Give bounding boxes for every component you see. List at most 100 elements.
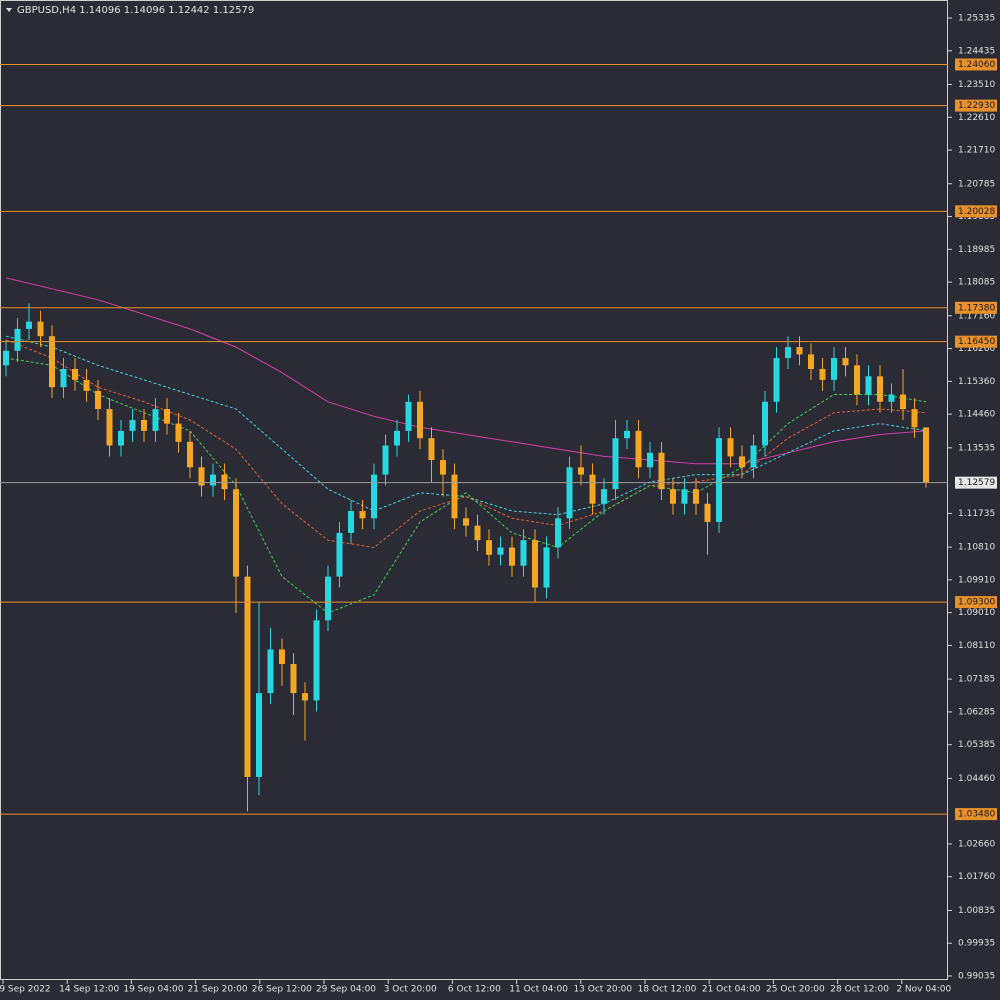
candle-body <box>256 693 262 777</box>
candle-body <box>693 489 699 504</box>
candle-body <box>532 540 538 588</box>
y-tick-label: 1.09010 <box>958 608 995 618</box>
candle-body <box>773 358 780 402</box>
candle-body <box>106 409 113 446</box>
y-tick-label: 1.24435 <box>958 46 995 56</box>
candle-body <box>888 394 895 402</box>
y-tick-label: 1.15360 <box>958 377 995 387</box>
candle-body <box>267 649 274 694</box>
candle-body <box>762 401 768 446</box>
y-tick-label: 1.13535 <box>958 443 995 453</box>
x-tick-label: 18 Oct 12:00 <box>638 985 697 995</box>
candle-body <box>141 419 147 431</box>
candle-body <box>658 452 665 490</box>
y-tick-label: 1.18985 <box>958 245 995 255</box>
x-tick-label: 19 Sep 04:00 <box>123 985 183 995</box>
level-label: 1.09300 <box>958 598 995 608</box>
level-label: 1.17380 <box>958 303 995 313</box>
x-tick-label: 28 Oct 12:00 <box>830 985 889 995</box>
x-tick-label: 14 Sep 12:00 <box>59 985 119 995</box>
y-tick-label: 0.99935 <box>958 939 995 949</box>
indicator-line <box>5 357 927 614</box>
y-tick-label: 1.23510 <box>958 80 995 90</box>
level-tag <box>955 301 997 314</box>
level-tag <box>955 58 997 71</box>
candle-body <box>14 328 21 351</box>
candle-body <box>647 452 653 468</box>
level-label: 1.03480 <box>958 810 995 820</box>
candle-body <box>187 441 193 468</box>
y-tick-label: 1.11735 <box>958 509 995 519</box>
candle-body <box>405 401 412 431</box>
candle-body <box>624 430 630 439</box>
candle-body <box>520 540 527 566</box>
candle-body <box>60 368 67 388</box>
plot-area <box>0 0 948 980</box>
y-tick-label: 1.25335 <box>958 14 995 24</box>
level-tag <box>955 335 997 348</box>
x-tick-label: 3 Oct 20:00 <box>384 985 437 995</box>
candle-body <box>785 347 791 359</box>
y-tick-label: 1.01760 <box>958 872 995 882</box>
candle-body <box>37 321 44 337</box>
candle-body <box>233 489 239 577</box>
y-tick-label: 1.04460 <box>958 774 995 784</box>
candle-body <box>152 409 159 431</box>
level-tag <box>955 205 997 218</box>
candle-body <box>819 368 826 380</box>
level-tag <box>955 808 997 821</box>
candle-body <box>325 576 331 621</box>
y-tick-label: 1.22610 <box>958 113 995 123</box>
candle-body <box>359 511 366 519</box>
candle-body <box>808 354 814 369</box>
level-label: 1.20028 <box>958 207 995 217</box>
y-tick-label: 1.21710 <box>958 146 995 156</box>
level-label: 1.24060 <box>958 60 995 70</box>
candle-body <box>681 489 688 504</box>
candle-body <box>750 445 757 468</box>
candle-body <box>382 445 389 475</box>
candle-body <box>497 547 504 555</box>
candle-body <box>221 474 228 490</box>
candle-body <box>244 576 251 777</box>
candle-body <box>451 474 458 519</box>
candle-body <box>865 376 872 395</box>
level-tag <box>955 596 997 609</box>
candle-body <box>923 427 929 483</box>
x-tick-label: 25 Oct 20:00 <box>766 985 825 995</box>
candle-body <box>302 693 308 701</box>
y-tick-label: 1.08110 <box>958 641 995 651</box>
candle-body <box>394 430 400 446</box>
y-tick-label: 1.18085 <box>958 278 995 288</box>
x-tick-label: 21 Sep 20:00 <box>188 985 248 995</box>
x-tick-label: 26 Sep 12:00 <box>252 985 312 995</box>
x-tick-label: 9 Sep 2022 <box>0 985 51 995</box>
level-tag <box>955 99 997 112</box>
candle-body <box>543 547 550 588</box>
y-tick-label: 1.10810 <box>958 543 995 553</box>
candle-body <box>601 489 607 504</box>
candle-body <box>716 438 722 522</box>
candle-body <box>566 467 573 519</box>
x-tick-label: 13 Oct 20:00 <box>573 985 632 995</box>
candle-body <box>578 467 584 475</box>
level-label: 1.22930 <box>958 101 995 111</box>
x-tick-label: 29 Sep 04:00 <box>316 985 376 995</box>
menu-arrow[interactable] <box>6 8 12 12</box>
candle-body <box>83 379 90 391</box>
candle-body <box>279 649 285 665</box>
y-tick-label: 1.09910 <box>958 575 995 585</box>
candle-body <box>371 474 377 519</box>
candle-body <box>911 409 918 428</box>
candle-body <box>175 423 182 442</box>
candle-body <box>900 394 906 410</box>
candle-body <box>49 336 55 388</box>
candle-body <box>26 321 32 329</box>
candle-body <box>670 489 676 504</box>
candle-body <box>118 430 124 446</box>
x-tick-label: 21 Oct 04:00 <box>702 985 761 995</box>
candle-body <box>635 430 642 468</box>
candle-body <box>727 438 734 457</box>
y-tick-label: 1.05385 <box>958 740 995 750</box>
